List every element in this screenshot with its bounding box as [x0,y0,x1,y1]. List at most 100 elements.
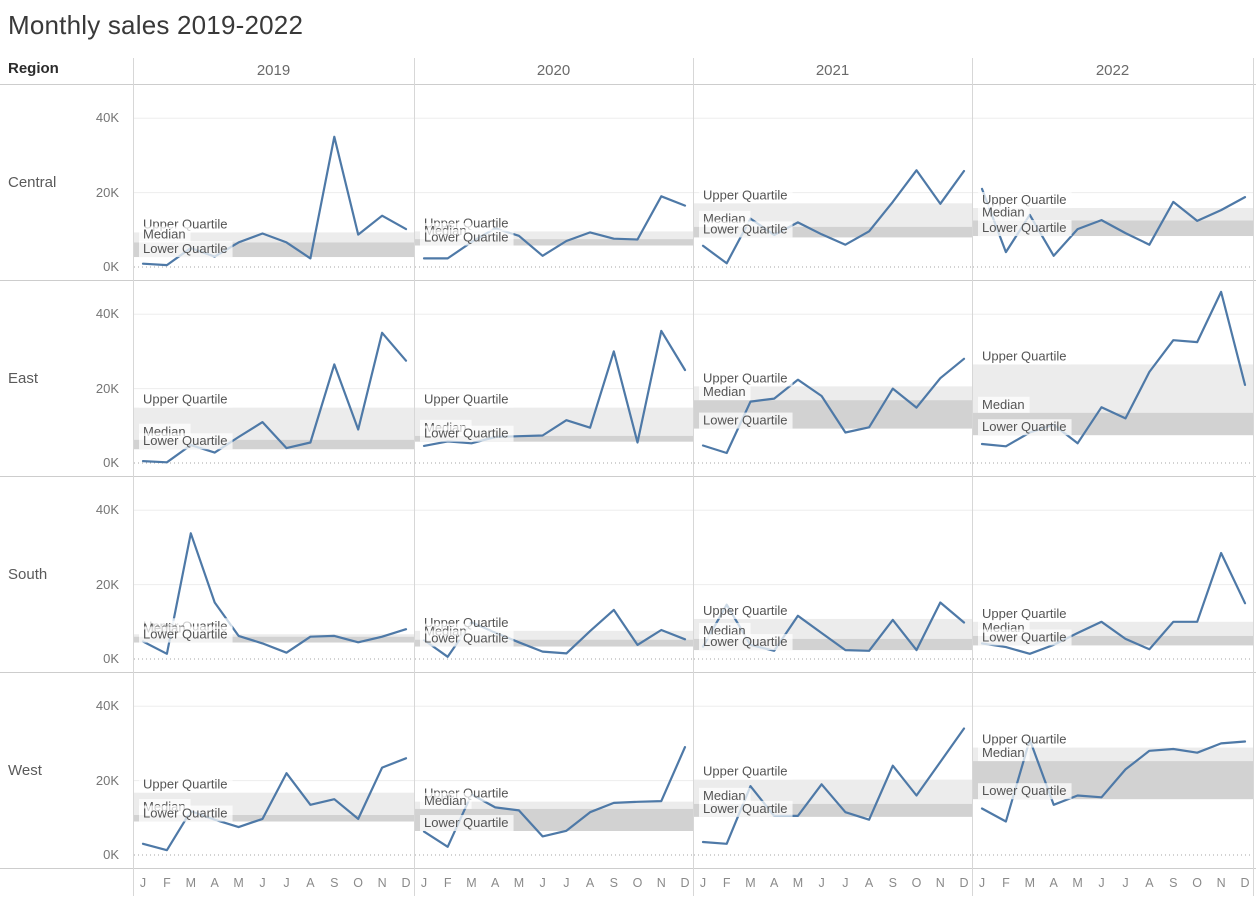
quartile-band-upper [694,203,972,227]
quartile-band-lower [415,435,693,442]
month-label: N [656,876,666,890]
band-label-upper: Upper Quartile [982,732,1067,747]
quartile-band-lower [134,815,414,822]
month-label: A [491,876,500,890]
band-label-lower: Lower Quartile [143,241,228,256]
band-label-lower: Lower Quartile [982,783,1067,798]
quartile-band-upper [415,801,693,809]
month-label: S [888,876,897,890]
band-label-upper: Upper Quartile [424,392,509,407]
month-label: A [585,876,595,890]
band-label-lower: Lower Quartile [703,801,788,816]
band-label-lower: Lower Quartile [143,806,228,821]
quartile-band-lower [694,226,972,238]
band-label-lower-bg [420,630,514,647]
band-label-median: Median [703,788,746,803]
ytick-40k-east: 40K [95,306,119,321]
ytick-0k-east: 0K [103,455,119,470]
year-header-2022: 2022 [1095,62,1130,79]
month-label: A [1049,876,1058,890]
chart-cell-east-2022[interactable]: Upper Quartile Median Lower Quartile [973,280,1253,476]
band-label-lower-bg [139,626,233,643]
band-label-lower: Lower Quartile [703,634,788,649]
month-label: D [959,876,969,890]
band-label-lower: Lower Quartile [982,220,1067,235]
year-header-2021: 2021 [815,62,850,79]
row-label-west: West [8,762,42,779]
band-label-upper-bg [139,391,233,408]
ytick-20k-central: 20K [95,185,119,200]
sales-line[interactable] [701,357,966,455]
band-label-lower-bg [420,229,514,246]
month-label: O [353,876,364,890]
row-label-central: Central [8,174,57,191]
band-label-upper: Upper Quartile [982,348,1067,363]
band-label-upper: Upper Quartile [982,192,1067,207]
band-label-lower-bg [978,419,1072,436]
ytick-40k-south: 40K [95,502,119,517]
sales-line[interactable] [980,551,1247,655]
month-label: S [1169,876,1178,890]
year-header-2020: 2020 [536,62,571,79]
band-label-lower: Lower Quartile [143,433,228,448]
quartile-band-lower [694,638,972,651]
month-label: J [699,876,707,890]
month-label: J [978,876,986,890]
month-label: F [1002,876,1010,890]
band-label-upper-bg [420,391,514,408]
band-label-lower: Lower Quartile [424,631,509,646]
quartile-band-upper [134,634,414,637]
quartile-band-upper [415,231,693,240]
band-label-median: Median [982,397,1025,412]
band-label-lower-bg [699,412,793,429]
band-label-lower-bg [978,783,1072,800]
sales-line[interactable] [422,329,687,447]
month-label: M [1024,876,1036,890]
quartile-band-lower [973,635,1253,646]
row-divider-1 [0,280,1256,281]
month-label: S [609,876,618,890]
band-label-lower-bg [139,433,233,450]
ytick-40k-west: 40K [95,698,119,713]
band-label-median: Median [982,205,1025,220]
band-label-upper: Upper Quartile [143,777,228,792]
band-label-lower: Lower Quartile [982,419,1067,434]
band-label-median-bg [699,384,751,401]
quartile-band-lower [134,439,414,450]
band-label-median: Median [982,745,1025,760]
sales-line[interactable] [141,532,408,655]
band-label-upper-bg [978,605,1072,622]
month-label: F [163,876,171,890]
ytick-0k-west: 0K [103,847,119,862]
band-label-median-bg [699,787,751,804]
ytick-20k-south: 20K [95,577,119,592]
band-label-median: Median [143,226,186,241]
header-divider [0,84,1256,85]
quartile-band-lower [415,239,693,246]
band-label-lower: Lower Quartile [982,629,1067,644]
ytick-40k-central: 40K [95,110,119,125]
band-label-upper: Upper Quartile [143,392,228,407]
region-column-header: Region [8,60,59,77]
ytick-0k-central: 0K [103,259,119,274]
ytick-0k-south: 0K [103,651,119,666]
month-label: N [1216,876,1226,890]
col-divider-2 [693,58,694,896]
month-label: J [563,876,570,890]
